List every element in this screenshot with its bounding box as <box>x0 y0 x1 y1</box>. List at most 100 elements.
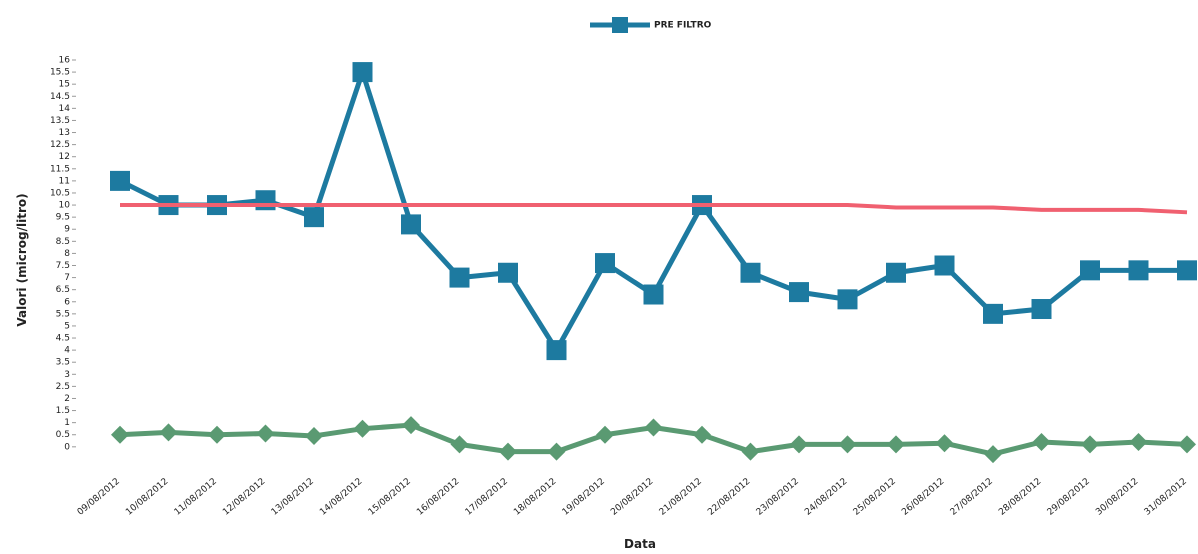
y-tick-label: 8 <box>64 249 70 259</box>
point <box>887 435 905 454</box>
point <box>402 416 420 435</box>
point <box>256 424 275 443</box>
x-tick-label: 21/08/2012 <box>658 477 704 518</box>
x-tick-label: 19/08/2012 <box>561 477 607 518</box>
point <box>1032 432 1051 451</box>
legend-label: PRE FILTRO <box>654 21 712 31</box>
y-tick-label: 6 <box>64 297 70 307</box>
x-tick-label: 22/08/2012 <box>706 477 752 518</box>
point <box>790 435 808 454</box>
point <box>935 434 954 453</box>
legend: PRE FILTRO <box>590 17 712 33</box>
x-tick-label: 18/08/2012 <box>512 477 558 518</box>
point <box>353 419 372 438</box>
point <box>1128 260 1149 281</box>
point <box>110 170 130 191</box>
y-tick-label: 0.5 <box>56 430 70 440</box>
point <box>643 284 664 305</box>
point <box>401 214 421 235</box>
point <box>693 425 711 444</box>
point <box>596 425 614 444</box>
x-tick-label: 16/08/2012 <box>415 477 461 518</box>
x-tick-label: 28/08/2012 <box>997 477 1043 518</box>
y-tick-label: 2 <box>64 394 70 404</box>
point <box>546 340 567 361</box>
y-tick-label: 7.5 <box>56 261 70 271</box>
y-tick-label: 11.5 <box>50 164 70 174</box>
x-tick-label: 09/08/2012 <box>76 477 122 518</box>
point <box>984 445 1002 464</box>
x-tick-label: 17/08/2012 <box>464 477 510 518</box>
y-tick-label: 12 <box>59 152 70 162</box>
y-tick-label: 2.5 <box>56 382 70 392</box>
y-tick-label: 9.5 <box>56 213 70 223</box>
point <box>1080 260 1100 281</box>
y-tick-label: 3 <box>64 370 70 380</box>
series-line <box>120 203 1188 215</box>
point <box>449 267 470 288</box>
point <box>837 289 858 310</box>
y-tick-label: 1 <box>64 418 70 428</box>
x-tick-label: 15/08/2012 <box>367 477 413 518</box>
x-tick-label: 13/08/2012 <box>270 477 316 518</box>
x-tick-label: 11/08/2012 <box>173 477 219 518</box>
x-tick-label: 26/08/2012 <box>900 477 946 518</box>
point <box>838 435 857 454</box>
point <box>352 62 373 83</box>
x-tick-label: 12/08/2012 <box>221 477 267 518</box>
y-tick-label: 5 <box>64 321 70 331</box>
y-tick-label: 1.5 <box>56 406 70 416</box>
point <box>111 425 129 444</box>
y-tick-label: 8.5 <box>56 237 70 247</box>
x-tick-label: 30/08/2012 <box>1094 477 1140 518</box>
y-tick-label: 13 <box>59 128 70 138</box>
point <box>1129 432 1148 451</box>
y-tick-label: 15 <box>59 80 70 90</box>
point <box>450 435 469 454</box>
x-tick-label: 29/08/2012 <box>1046 477 1092 518</box>
x-tick-label: 14/08/2012 <box>318 477 364 518</box>
point <box>886 262 906 283</box>
point <box>208 425 226 444</box>
y-tick-label: 0 <box>64 442 70 452</box>
y-tick-label: 10 <box>59 201 71 211</box>
point <box>498 262 518 283</box>
legend-marker <box>612 17 628 33</box>
point <box>305 426 323 445</box>
x-tick-label: 27/08/2012 <box>949 477 995 518</box>
y-tick-label: 14.5 <box>50 92 70 102</box>
point <box>1031 299 1052 320</box>
x-tick-label: 31/08/2012 <box>1143 477 1189 518</box>
point <box>547 442 566 461</box>
point <box>159 423 178 442</box>
point <box>499 442 517 461</box>
y-tick-label: 5.5 <box>56 309 70 319</box>
y-tick-label: 9 <box>64 225 70 235</box>
point <box>1178 435 1196 454</box>
point <box>1177 260 1197 281</box>
point <box>644 418 663 437</box>
point <box>740 262 761 283</box>
point <box>983 303 1003 324</box>
point <box>255 190 276 211</box>
point <box>304 207 324 228</box>
point <box>789 282 809 303</box>
y-tick-label: 14 <box>59 104 71 114</box>
point <box>1081 435 1099 454</box>
y-tick-label: 10.5 <box>50 188 70 198</box>
y-axis-label: Valori (microg/litro) <box>15 193 29 326</box>
y-tick-label: 16 <box>59 56 71 66</box>
y-tick-label: 7 <box>64 273 70 283</box>
x-tick-label: 24/08/2012 <box>803 477 849 518</box>
y-tick-label: 4 <box>64 346 70 356</box>
point <box>934 255 955 276</box>
y-tick-label: 11 <box>59 176 70 186</box>
x-tick-label: 20/08/2012 <box>609 477 655 518</box>
y-tick-label: 13.5 <box>50 116 70 126</box>
x-tick-label: 10/08/2012 <box>124 477 170 518</box>
x-axis-label: Data <box>624 537 656 551</box>
y-tick-label: 12.5 <box>50 140 70 150</box>
y-tick-label: 6.5 <box>56 285 70 295</box>
point <box>595 253 615 274</box>
